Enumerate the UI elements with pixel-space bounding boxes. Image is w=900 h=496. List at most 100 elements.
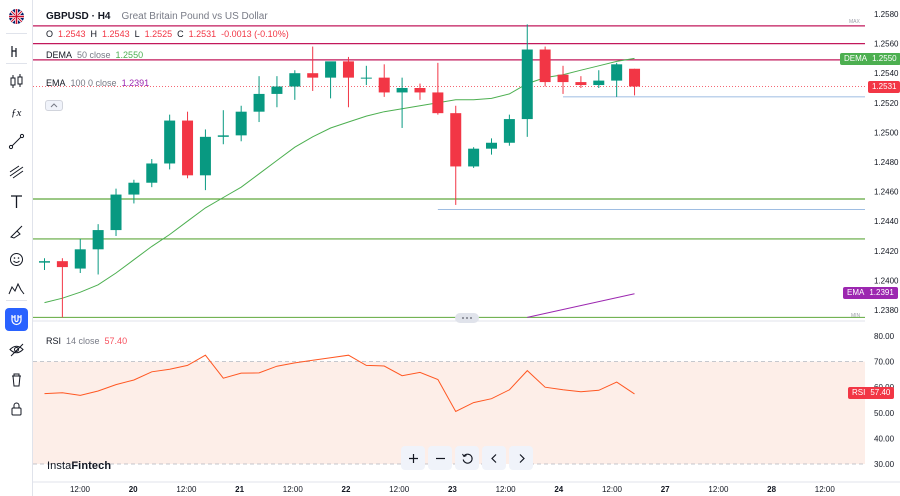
open-value: 1.2543	[58, 29, 86, 39]
candle-body	[378, 77, 390, 93]
candle-body	[325, 61, 337, 78]
chevron-right-icon	[519, 453, 525, 463]
chart-nav-controls	[401, 446, 533, 470]
lock-tool-button[interactable]	[5, 397, 28, 420]
chart-type-tool-button[interactable]	[5, 40, 28, 63]
ohlc-legend: O 1.2543 H 1.2543 L 1.2525 C 1.2531 -0.0013 …	[46, 29, 289, 39]
candle-body	[503, 119, 515, 143]
candle-body	[360, 77, 372, 79]
candles-tool-button[interactable]	[5, 70, 28, 93]
brand-part-1: Insta	[47, 460, 72, 472]
candle-body	[557, 74, 569, 83]
toolbar-divider	[6, 300, 27, 301]
time-tick-label: 27	[661, 485, 670, 494]
max-label: MAX	[849, 19, 860, 25]
patterns-tool-button[interactable]	[5, 277, 28, 300]
candle-body	[468, 148, 480, 167]
low-label: L	[134, 29, 140, 39]
visibility-icon	[9, 343, 24, 357]
brush-tool-button[interactable]	[5, 220, 28, 243]
candle-body	[611, 64, 623, 81]
ema-legend[interactable]: EMA 100 0 close 1.2391	[46, 78, 149, 88]
reset-view-button[interactable]	[455, 446, 479, 470]
rsi-name: RSI	[46, 336, 62, 346]
candle-body	[307, 73, 319, 78]
flag-icon	[9, 9, 24, 24]
shapes-tool-button[interactable]	[5, 130, 28, 153]
timeframe[interactable]: H4	[97, 11, 111, 22]
fx-icon: ƒx	[11, 107, 22, 119]
rsi-line	[44, 354, 635, 413]
price-tick-label: 1.2400	[874, 276, 899, 285]
open-label: O	[46, 29, 54, 39]
time-tick-label: 12:00	[496, 485, 517, 494]
last-price-tag: 1.2531	[868, 81, 900, 93]
fx-tool-button[interactable]: ƒx	[5, 100, 28, 123]
ema-price-tag: EMA 1.2391	[843, 287, 898, 299]
zoom-out-button[interactable]	[428, 446, 452, 470]
brand-watermark: InstaFintech	[47, 460, 111, 472]
brand-part-2: Fintech	[71, 460, 112, 472]
dema-line	[44, 57, 635, 304]
high-label: H	[90, 29, 98, 39]
candle-body	[253, 93, 265, 112]
time-tick-label: 24	[554, 485, 563, 494]
candle-body	[432, 92, 444, 114]
text-tool-button[interactable]	[5, 190, 28, 213]
time-tick-label: 22	[342, 485, 351, 494]
magnet-icon	[11, 315, 22, 326]
visibility-tool-button[interactable]	[5, 338, 28, 361]
rsi-legend[interactable]: RSI 14 close 57.40	[46, 336, 127, 346]
toolbar-divider	[6, 33, 27, 34]
rsi-value: 57.40	[104, 336, 128, 346]
close-value: 1.2531	[188, 29, 217, 39]
candle-body	[521, 49, 533, 120]
symbol-sep: ·	[91, 11, 95, 22]
candle-body	[575, 82, 587, 86]
reset-icon	[461, 453, 473, 464]
time-tick-label: 12:00	[708, 485, 729, 494]
ema-value: 1.2391	[121, 78, 150, 88]
price-tick-label: 1.2460	[874, 188, 899, 197]
price-tick-label: 1.2380	[874, 306, 899, 315]
min-label: MIN	[851, 313, 861, 319]
last-price-value: 1.2531	[872, 82, 897, 91]
rsi-value-tag: RSI 57.40	[848, 387, 895, 399]
low-value: 1.2525	[144, 29, 173, 39]
chevron-up-icon	[50, 103, 58, 108]
candle-body	[39, 261, 50, 263]
delete-tool-button[interactable]	[5, 368, 28, 391]
rsi-tag-value: 57.40	[870, 388, 891, 397]
left-toolbar: ƒx	[0, 0, 33, 496]
scroll-left-button[interactable]	[482, 446, 506, 470]
time-tick-label: 12:00	[283, 485, 304, 494]
emoji-tool-button[interactable]	[5, 248, 28, 271]
dema-legend[interactable]: DEMA 50 close 1.2550	[46, 50, 143, 60]
scroll-right-button[interactable]	[509, 446, 533, 470]
emoji-icon	[10, 253, 23, 266]
price-tick-label: 1.2480	[874, 158, 899, 167]
price-tick-label: 1.2560	[874, 40, 899, 49]
time-tick-label: 12:00	[602, 485, 623, 494]
collapse-legend-button[interactable]	[45, 100, 63, 111]
candle-body	[396, 88, 408, 93]
trend-tool-button[interactable]	[5, 160, 28, 183]
rsi-params: 14 close	[66, 336, 100, 346]
magnet-tool-button[interactable]	[5, 308, 28, 331]
candle-body	[289, 73, 301, 87]
high-value: 1.2543	[102, 29, 130, 39]
brush-icon	[10, 225, 23, 239]
candle-body	[182, 120, 194, 176]
ema-params: 100 0 close	[70, 78, 117, 88]
zoom-in-button[interactable]	[401, 446, 425, 470]
ema-line	[527, 293, 635, 318]
candle-body	[74, 249, 86, 269]
pane-resize-handle[interactable]	[455, 313, 479, 323]
patterns-icon	[8, 282, 25, 295]
rsi-tick-label: 40.00	[874, 434, 895, 443]
dema-price-tag: DEMA 1.2550	[840, 53, 900, 65]
dema-params: 50 close	[77, 50, 111, 60]
candle-body	[110, 194, 122, 231]
price-tick-label: 1.2580	[874, 10, 899, 19]
